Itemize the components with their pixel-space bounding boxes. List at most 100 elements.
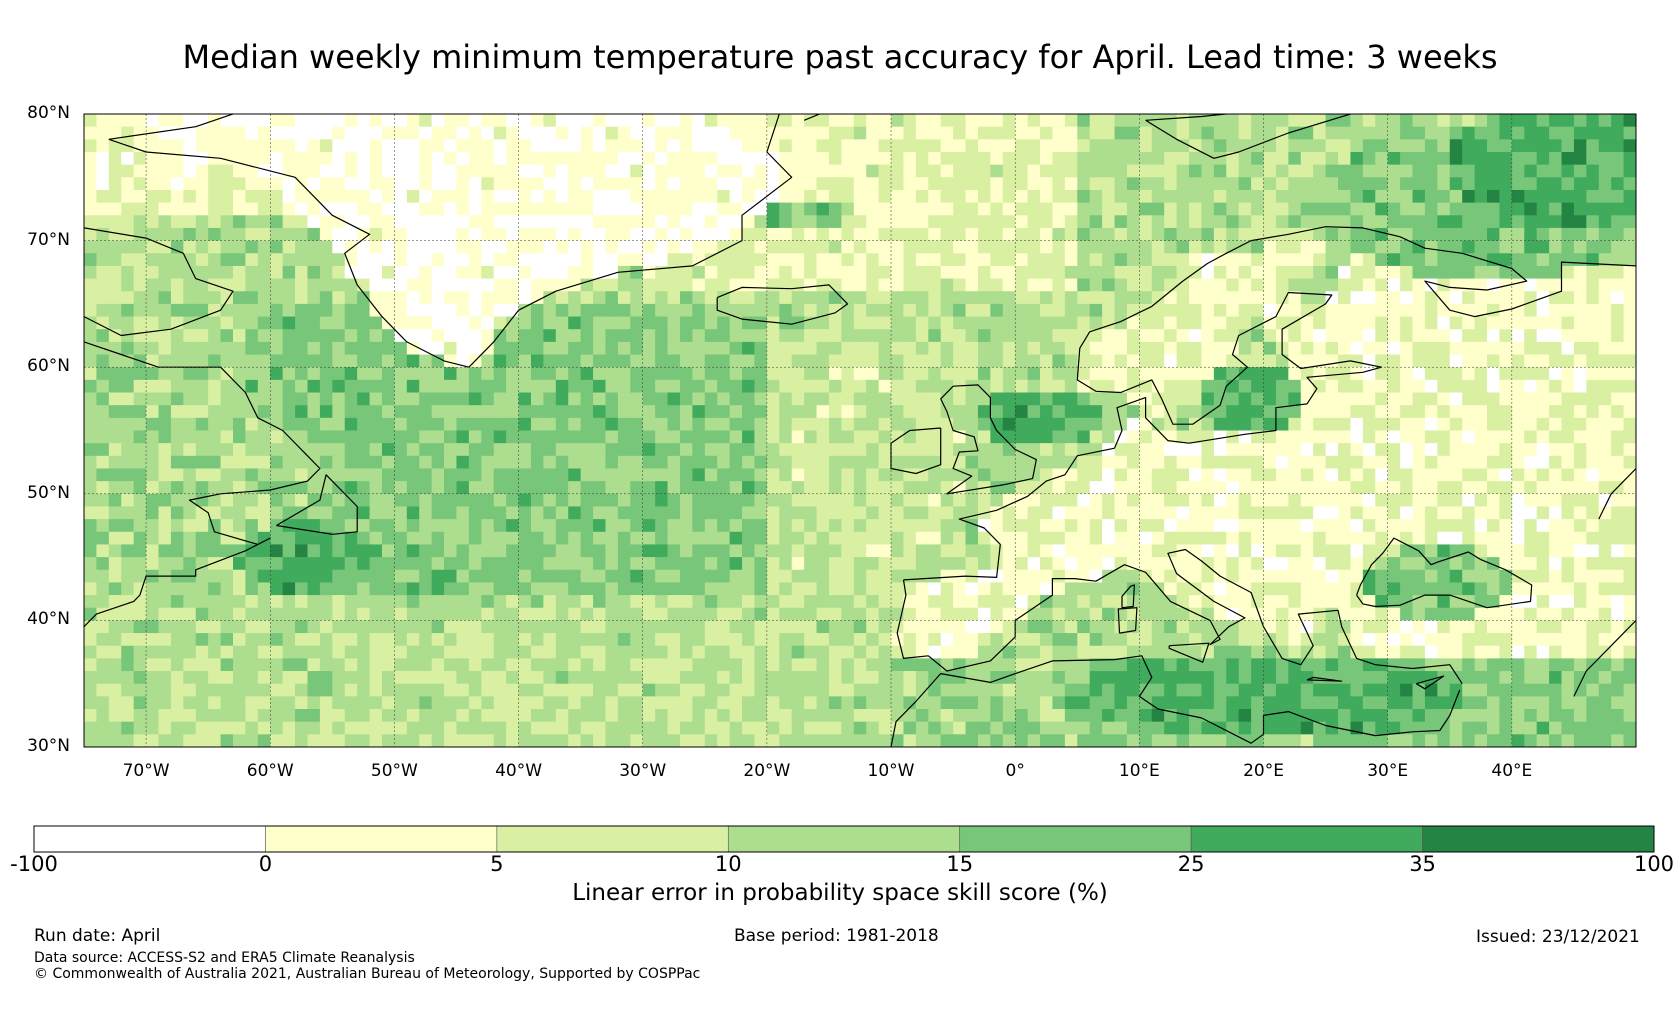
skill-cell <box>1400 506 1414 520</box>
skill-cell <box>853 367 867 381</box>
skill-cell <box>1375 354 1389 368</box>
skill-cell <box>357 607 371 621</box>
skill-cell <box>1499 189 1513 204</box>
skill-cell <box>282 177 296 191</box>
skill-cell <box>593 468 607 482</box>
skill-cell <box>568 126 582 140</box>
skill-cell <box>1611 506 1625 520</box>
skill-cell <box>1139 506 1153 520</box>
skill-cell <box>1114 202 1128 216</box>
skill-cell <box>183 278 197 292</box>
skill-cell <box>195 139 209 153</box>
skill-cell <box>406 430 420 444</box>
skill-cell <box>1114 177 1128 191</box>
skill-cell <box>381 557 395 571</box>
skill-cell <box>1350 126 1364 140</box>
skill-cell <box>816 557 830 571</box>
skill-cell <box>593 139 607 153</box>
skill-cell <box>1338 468 1352 482</box>
skill-cell <box>1089 329 1103 343</box>
skill-cell <box>729 506 743 520</box>
skill-cell <box>1064 189 1078 204</box>
skill-cell <box>791 126 805 140</box>
skill-cell <box>381 405 395 419</box>
skill-cell <box>1064 164 1078 178</box>
skill-grid <box>84 114 1636 747</box>
skill-cell <box>1400 443 1414 457</box>
skill-cell <box>692 430 706 444</box>
skill-cell <box>518 177 532 191</box>
skill-cell <box>332 341 346 356</box>
skill-cell <box>1387 240 1401 254</box>
skill-cell <box>878 569 892 584</box>
skill-cell <box>742 291 756 305</box>
skill-cell <box>679 405 693 419</box>
skill-cell <box>605 126 619 140</box>
skill-cell <box>1573 253 1587 267</box>
skill-cell <box>183 291 197 305</box>
skill-cell <box>1077 405 1091 419</box>
skill-cell <box>506 139 520 153</box>
skill-cell <box>257 531 271 546</box>
skill-cell <box>146 291 160 305</box>
skill-cell <box>1015 582 1029 596</box>
skill-cell <box>593 189 607 204</box>
skill-cell <box>295 582 309 596</box>
skill-cell <box>866 265 880 280</box>
skill-cell <box>1288 114 1302 128</box>
skill-cell <box>1139 582 1153 596</box>
skill-cell <box>319 278 333 292</box>
skill-cell <box>419 367 433 381</box>
skill-cell <box>1002 177 1016 191</box>
skill-cell <box>543 493 557 508</box>
skill-cell <box>940 531 954 546</box>
skill-cell <box>1275 430 1289 444</box>
skill-cell <box>990 544 1004 558</box>
skill-cell <box>953 443 967 457</box>
skill-cell <box>158 354 172 368</box>
skill-cell <box>1077 316 1091 330</box>
skill-cell <box>481 443 495 457</box>
skill-cell <box>158 303 172 318</box>
skill-cell <box>630 139 644 153</box>
skill-cell <box>270 139 284 153</box>
skill-cell <box>1002 468 1016 482</box>
skill-cell <box>406 291 420 305</box>
skill-cell <box>1511 189 1525 204</box>
skill-cell <box>667 569 681 584</box>
skill-cell <box>593 354 607 368</box>
skill-cell <box>232 481 247 495</box>
skill-cell <box>220 189 234 204</box>
skill-cell <box>295 215 309 229</box>
skill-cell <box>779 443 793 457</box>
skill-cell <box>332 278 346 292</box>
skill-cell <box>468 177 482 191</box>
skill-cell <box>1573 595 1587 609</box>
skill-cell <box>1263 392 1277 406</box>
skill-cell <box>319 227 333 242</box>
skill-cell <box>642 405 656 419</box>
skill-cell <box>915 126 929 140</box>
skill-cell <box>655 227 669 242</box>
skill-cell <box>1474 443 1488 457</box>
skill-cell <box>1350 151 1364 166</box>
skill-cell <box>282 253 296 267</box>
skill-cell <box>1462 215 1476 229</box>
skill-cell <box>543 607 557 621</box>
skill-cell <box>319 557 333 571</box>
skill-cell <box>1226 227 1240 242</box>
skill-cell <box>1288 189 1302 204</box>
skill-cell <box>1114 278 1128 292</box>
skill-cell <box>1238 392 1252 406</box>
skill-cell <box>444 544 458 558</box>
skill-cell <box>1176 164 1190 178</box>
skill-cell <box>220 278 234 292</box>
skill-cell <box>220 430 234 444</box>
skill-cell <box>605 265 619 280</box>
skill-cell <box>183 582 197 596</box>
skill-cell <box>369 215 383 229</box>
skill-cell <box>468 607 482 621</box>
skill-cell <box>183 227 197 242</box>
skill-cell <box>481 139 495 153</box>
skill-cell <box>903 392 917 406</box>
